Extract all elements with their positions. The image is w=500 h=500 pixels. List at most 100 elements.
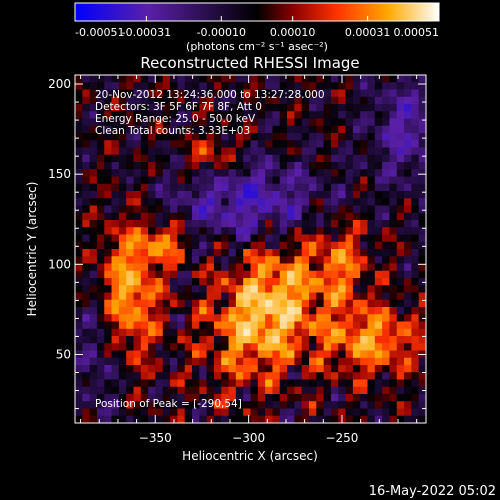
heatmap-cell bbox=[111, 140, 120, 149]
heatmap-cell bbox=[257, 82, 266, 91]
heatmap-cell bbox=[382, 299, 391, 308]
heatmap-cell bbox=[104, 401, 113, 410]
heatmap-cell bbox=[184, 343, 193, 352]
heatmap-cell bbox=[418, 183, 426, 192]
heatmap-cell bbox=[382, 111, 391, 120]
heatmap-cell bbox=[352, 241, 361, 250]
heatmap-cell bbox=[155, 379, 164, 388]
heatmap-cell bbox=[382, 125, 391, 134]
heatmap-cell bbox=[126, 118, 135, 127]
heatmap-cell bbox=[96, 82, 105, 91]
heatmap-cell bbox=[199, 278, 208, 286]
heatmap-cell bbox=[352, 133, 361, 141]
heatmap-cell bbox=[199, 104, 208, 112]
heatmap-cell bbox=[404, 212, 412, 221]
heatmap-cell bbox=[396, 314, 405, 323]
heatmap-cell bbox=[338, 140, 347, 149]
heatmap-cell bbox=[279, 278, 288, 286]
heatmap-cell bbox=[75, 212, 83, 221]
heatmap-cell bbox=[389, 270, 398, 279]
heatmap-cell bbox=[374, 154, 383, 163]
heatmap-cell bbox=[316, 307, 325, 315]
heatmap-cell bbox=[272, 82, 281, 91]
heatmap-cell bbox=[243, 96, 252, 105]
heatmap-cell bbox=[243, 205, 252, 214]
heatmap-cell bbox=[170, 343, 178, 352]
heatmap-cell bbox=[162, 270, 171, 279]
heatmap-cell bbox=[111, 154, 120, 163]
heatmap-cell bbox=[389, 89, 398, 98]
heatmap-cell bbox=[126, 220, 135, 228]
heatmap-cell bbox=[170, 292, 178, 301]
heatmap-cell bbox=[367, 263, 376, 272]
heatmap-cell bbox=[177, 191, 186, 199]
heatmap-cell bbox=[330, 401, 339, 410]
heatmap-cell bbox=[228, 162, 237, 170]
heatmap-cell bbox=[374, 292, 383, 301]
heatmap-cell bbox=[162, 408, 171, 417]
heatmap-cell bbox=[411, 111, 420, 120]
heatmap-cell bbox=[96, 292, 105, 301]
heatmap-cell bbox=[360, 104, 369, 112]
heatmap-cell bbox=[89, 270, 98, 279]
heatmap-cell bbox=[287, 321, 295, 330]
heatmap-cell bbox=[352, 154, 361, 163]
heatmap-cell bbox=[155, 176, 164, 185]
heatmap-cell bbox=[177, 307, 186, 315]
heatmap-cell bbox=[118, 270, 127, 279]
heatmap-cell bbox=[250, 350, 259, 359]
heatmap-cell bbox=[206, 234, 215, 243]
heatmap-cell bbox=[338, 89, 347, 98]
heatmap-cell bbox=[213, 394, 222, 402]
heatmap-cell bbox=[192, 154, 200, 163]
heatmap-cell bbox=[228, 133, 237, 141]
heatmap-cell bbox=[265, 263, 274, 272]
heatmap-cell bbox=[243, 241, 252, 250]
heatmap-cell bbox=[243, 415, 252, 423]
heatmap-cell bbox=[323, 96, 332, 105]
heatmap-cell bbox=[316, 198, 325, 207]
heatmap-cell bbox=[418, 176, 426, 185]
heatmap-cell bbox=[345, 386, 354, 395]
heatmap-cell bbox=[206, 118, 215, 127]
heatmap-cell bbox=[309, 357, 317, 366]
heatmap-cell bbox=[133, 386, 142, 395]
heatmap-cell bbox=[228, 111, 237, 120]
heatmap-cell bbox=[199, 292, 208, 301]
heatmap-cell bbox=[374, 212, 383, 221]
heatmap-cell bbox=[287, 220, 295, 228]
heatmap-cell bbox=[360, 176, 369, 185]
heatmap-cell bbox=[330, 162, 339, 170]
heatmap-cell bbox=[374, 96, 383, 105]
heatmap-cell bbox=[243, 198, 252, 207]
heatmap-cell bbox=[75, 96, 83, 105]
heatmap-cell bbox=[382, 147, 391, 156]
heatmap-cell bbox=[104, 314, 113, 323]
heatmap-cell bbox=[301, 256, 310, 265]
heatmap-cell bbox=[140, 299, 149, 308]
heatmap-cell bbox=[396, 104, 405, 112]
heatmap-cell bbox=[140, 118, 149, 127]
heatmap-cell bbox=[184, 270, 193, 279]
heatmap-cell bbox=[396, 118, 405, 127]
heatmap-cell bbox=[411, 415, 420, 423]
heatmap-cell bbox=[411, 350, 420, 359]
heatmap-cell bbox=[250, 162, 259, 170]
heatmap-cell bbox=[96, 372, 105, 381]
heatmap-cell bbox=[301, 270, 310, 279]
heatmap-cell bbox=[279, 415, 288, 423]
heatmap-cell bbox=[309, 350, 317, 359]
heatmap-cell bbox=[396, 386, 405, 395]
heatmap-cell bbox=[199, 415, 208, 423]
heatmap-cell bbox=[170, 328, 178, 337]
heatmap-cell bbox=[243, 285, 252, 294]
heatmap-cell bbox=[104, 176, 113, 185]
heatmap-cell bbox=[316, 205, 325, 214]
heatmap-cell bbox=[192, 285, 200, 294]
heatmap-cell bbox=[96, 365, 105, 373]
heatmap-cell bbox=[360, 292, 369, 301]
heatmap-cell bbox=[75, 401, 83, 410]
heatmap-cell bbox=[257, 111, 266, 120]
heatmap-cell bbox=[243, 162, 252, 170]
heatmap-cell bbox=[82, 75, 91, 83]
